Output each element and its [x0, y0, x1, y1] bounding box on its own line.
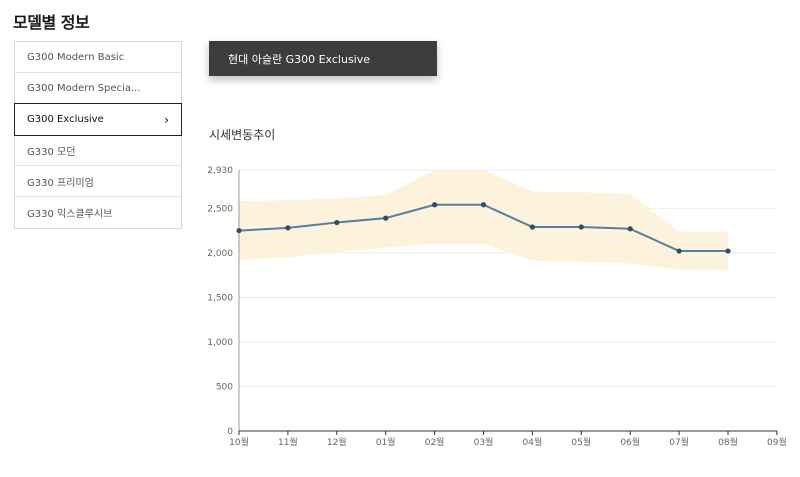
y-tick-label: 1,500 [207, 293, 233, 303]
x-tick-label: 09월 [767, 436, 787, 448]
y-tick-label: 2,930 [207, 166, 233, 176]
selected-model-banner: 현대 아슬란 G300 Exclusive [209, 41, 437, 76]
model-item-label: G300 Exclusive [27, 114, 104, 125]
x-tick-label: 01월 [376, 436, 396, 448]
x-tick-label: 02월 [425, 436, 445, 448]
y-tick-label: 1,000 [207, 338, 233, 348]
y-tick-label: 2,000 [207, 249, 233, 259]
x-tick-label: 03월 [474, 436, 494, 448]
model-item-label: G300 Modern Specia... [27, 82, 141, 94]
y-tick-label: 500 [216, 382, 233, 392]
price-range-band [239, 170, 728, 270]
model-list: G300 Modern Basic G300 Modern Specia... … [14, 41, 182, 229]
data-point [529, 224, 536, 230]
model-item-label: G330 모던 [27, 146, 76, 158]
x-tick-label: 05월 [571, 436, 591, 448]
data-point [432, 202, 438, 208]
data-point [578, 224, 584, 230]
page-title: 모델별 정보 [13, 13, 90, 32]
model-item-label: G300 Modern Basic [27, 51, 125, 63]
data-point [285, 225, 291, 231]
model-item[interactable]: G330 모던 [15, 135, 181, 166]
x-tick-label: 08월 [718, 436, 738, 448]
data-point [334, 219, 340, 226]
x-tick-label: 04월 [523, 436, 543, 448]
y-tick-label: 0 [227, 427, 233, 437]
selected-model-label: 현대 아슬란 G300 Exclusive [228, 52, 371, 66]
model-item-label: G330 익스클루시브 [27, 209, 113, 220]
chart-title: 시세변동추이 [209, 128, 276, 142]
model-item[interactable]: G300 Modern Basic [15, 42, 181, 73]
model-item[interactable]: G330 프리미엄 [15, 166, 181, 197]
x-tick-label: 07월 [669, 436, 689, 448]
data-point [627, 226, 633, 232]
model-item-label: G330 프리미엄 [27, 177, 94, 189]
x-tick-label: 06월 [620, 436, 640, 448]
data-point [725, 248, 731, 254]
model-item[interactable]: G330 익스클루시브 [15, 197, 181, 228]
x-tick-label: 12월 [327, 436, 347, 448]
data-point [480, 202, 487, 208]
chevron-right-icon: › [164, 112, 169, 127]
data-point [383, 215, 389, 221]
data-point [236, 227, 242, 234]
model-item-selected[interactable]: G300 Exclusive › [14, 103, 182, 136]
x-tick-label: 11월 [278, 436, 298, 448]
data-point [676, 248, 682, 254]
y-tick-label: 2,500 [207, 204, 233, 214]
x-tick-label: 10월 [229, 436, 249, 448]
